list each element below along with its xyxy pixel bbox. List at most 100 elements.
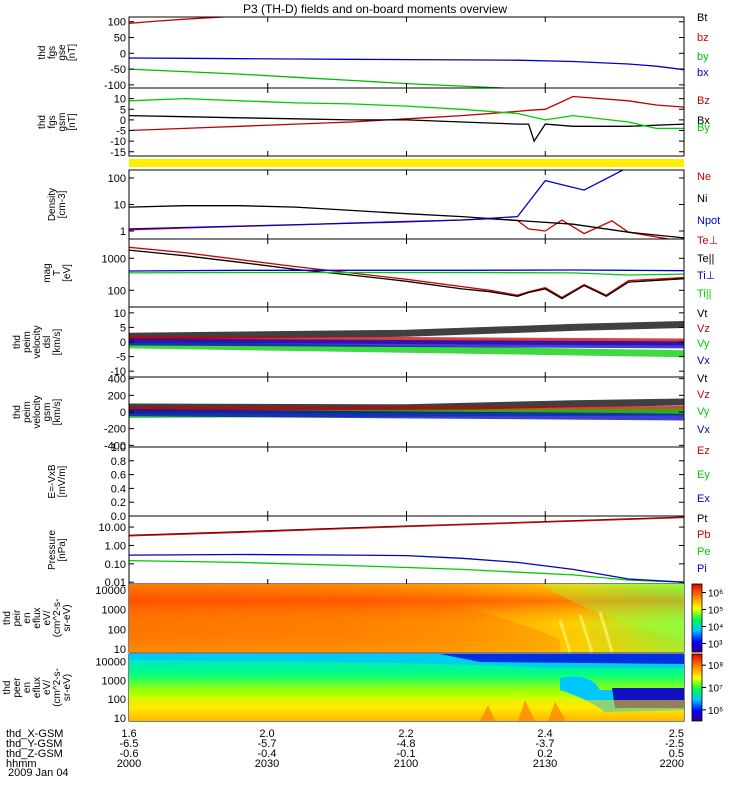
ylabel: thdpeirenefluxeV/(cm^2-s-sr-eV) xyxy=(2,599,73,638)
footer-value: 0.5 xyxy=(669,748,684,760)
ylabel-line: thd xyxy=(37,46,48,60)
ytick-label: 400 xyxy=(108,374,126,386)
ylabel-line: Density xyxy=(47,188,58,221)
legend-bx: bx xyxy=(697,67,709,79)
ylabel-line: [nPa] xyxy=(57,538,68,562)
series-group xyxy=(129,321,684,358)
ylabel-line: velocity xyxy=(32,395,43,428)
ylabel-line: sr-eV) xyxy=(62,674,73,701)
ytick-label: 5 xyxy=(120,104,126,116)
ytick-label: 0.2 xyxy=(111,497,126,509)
footer-value: 1.6 xyxy=(121,728,136,740)
footer-value: 2.0 xyxy=(259,728,274,740)
footer-value: 2.4 xyxy=(537,728,552,740)
series-line-Pb xyxy=(129,516,684,537)
ytick-label: -10 xyxy=(110,136,126,148)
series-line-Pe xyxy=(129,559,684,583)
ytick-label: 0 xyxy=(120,115,126,127)
ytick-label: -400 xyxy=(104,440,126,452)
footer-value: -0.1 xyxy=(397,748,416,760)
footer-value: 2200 xyxy=(660,758,684,770)
footer-date: 2009 Jan 04 xyxy=(8,767,69,779)
footer-value: 2130 xyxy=(533,758,557,770)
ylabel: thdpeimvelocitydsl[km/s] xyxy=(12,325,63,358)
ylabel-line: mag xyxy=(42,263,53,282)
series-group xyxy=(129,516,684,583)
footer-value: 2030 xyxy=(255,758,279,770)
ytick-label: 10 xyxy=(114,713,126,725)
ylabel-line: T xyxy=(52,270,63,276)
footer-value: 2100 xyxy=(394,758,418,770)
ytick-label: 10.00 xyxy=(98,522,126,534)
ylabel-line: peim xyxy=(22,331,33,353)
ytick-label: -15 xyxy=(110,147,126,159)
ytick-label: 1 xyxy=(120,226,126,238)
series-line-bx xyxy=(129,57,684,71)
ylabel-line: thd xyxy=(2,611,13,625)
footer-label: thd_Y-GSM xyxy=(6,738,62,750)
series-group xyxy=(129,246,684,300)
ylabel-line: fgs xyxy=(47,46,58,59)
legend-Ey: Ey xyxy=(697,469,710,481)
series-line-Ni xyxy=(129,205,684,239)
footer-value: -0.4 xyxy=(258,748,277,760)
ylabel-line: eV/ xyxy=(42,610,53,625)
series-group xyxy=(129,170,684,239)
ytick-label: 10 xyxy=(114,94,126,106)
panel-vel_dsl: -10 -5 0 5 10 thdpeimvelocitydsl[km/s] Vt Vz Vy V… xyxy=(12,306,710,378)
ytick-label: 100 xyxy=(108,173,126,185)
ylabel-line: (cm^2-s- xyxy=(52,668,63,707)
legend-Ti||: Ti|| xyxy=(697,288,711,300)
legend-Npot: Npot xyxy=(697,215,720,227)
ion-spectrogram xyxy=(129,584,684,653)
ytick-label: 0.0 xyxy=(111,511,126,523)
footer-label: thd_Z-GSM xyxy=(6,748,63,760)
ylabel: thdpeimvelocitygsm[km/s] xyxy=(12,395,63,428)
footer-value: 2.2 xyxy=(398,728,413,740)
ylabel: Pressure[nPa] xyxy=(47,530,68,570)
legend-Bt: Bt xyxy=(697,12,707,24)
series-line-Bx xyxy=(129,114,684,143)
ytick-label: 1000 xyxy=(102,675,126,687)
cb-tick-label: 10⁶ xyxy=(708,706,723,717)
ylabel-line: [km/s] xyxy=(52,328,63,355)
footer-table: thd_X-GSM 1.6 2.0 2.2 2.4 2.5 thd_Y-GSM -6.5 -5.… xyxy=(6,728,684,770)
legend-Vx: Vx xyxy=(697,355,710,367)
ylabel-line: [nT] xyxy=(67,44,78,61)
ytick-label: 10000 xyxy=(95,657,126,669)
ytick-label: -200 xyxy=(104,424,126,436)
legend-By: By xyxy=(697,122,710,134)
ylabel: Density[cm-3] xyxy=(47,188,68,221)
legend-Vz: Vz xyxy=(697,323,710,335)
ylabel: thdfgsgsm[nT] xyxy=(37,113,78,132)
panel-temperature: 100 1000 magT[eV] Te⊥ Te|| Ti⊥ Ti|| xyxy=(42,235,718,308)
legend-Vt: Vt xyxy=(697,308,707,320)
ylabel: thdfgsgse[nT] xyxy=(37,44,78,61)
legend-Te||: Te|| xyxy=(697,253,714,265)
footer-value: -2.5 xyxy=(665,738,684,750)
legend-Ti⊥: Ti⊥ xyxy=(697,270,715,282)
electron-spectrogram xyxy=(129,654,684,721)
footer-value: -4.8 xyxy=(397,738,416,750)
series-group xyxy=(129,398,684,421)
ytick-label: -5 xyxy=(116,352,126,364)
series-line-By xyxy=(129,97,684,130)
cb-tick-label: 10⁷ xyxy=(708,684,723,695)
footer-value: -0.6 xyxy=(120,748,139,760)
ylabel: magT[eV] xyxy=(42,263,73,282)
legend-Te⊥: Te⊥ xyxy=(697,235,718,247)
ylabel-line: eV/ xyxy=(42,680,53,695)
ylabel-line: en xyxy=(22,682,33,693)
series-group xyxy=(129,95,684,143)
series-line-Vt xyxy=(129,321,684,340)
footer-value: -3.7 xyxy=(536,738,555,750)
ytick-label: 0 xyxy=(120,337,126,349)
legend-Vt: Vt xyxy=(697,373,707,385)
legend-Vz: Vz xyxy=(697,389,710,401)
series-group xyxy=(129,17,684,88)
cb-tick-label: 10⁸ xyxy=(708,661,723,672)
series-line-Ti|| xyxy=(129,271,684,276)
ylabel-line: gsm xyxy=(42,403,53,422)
